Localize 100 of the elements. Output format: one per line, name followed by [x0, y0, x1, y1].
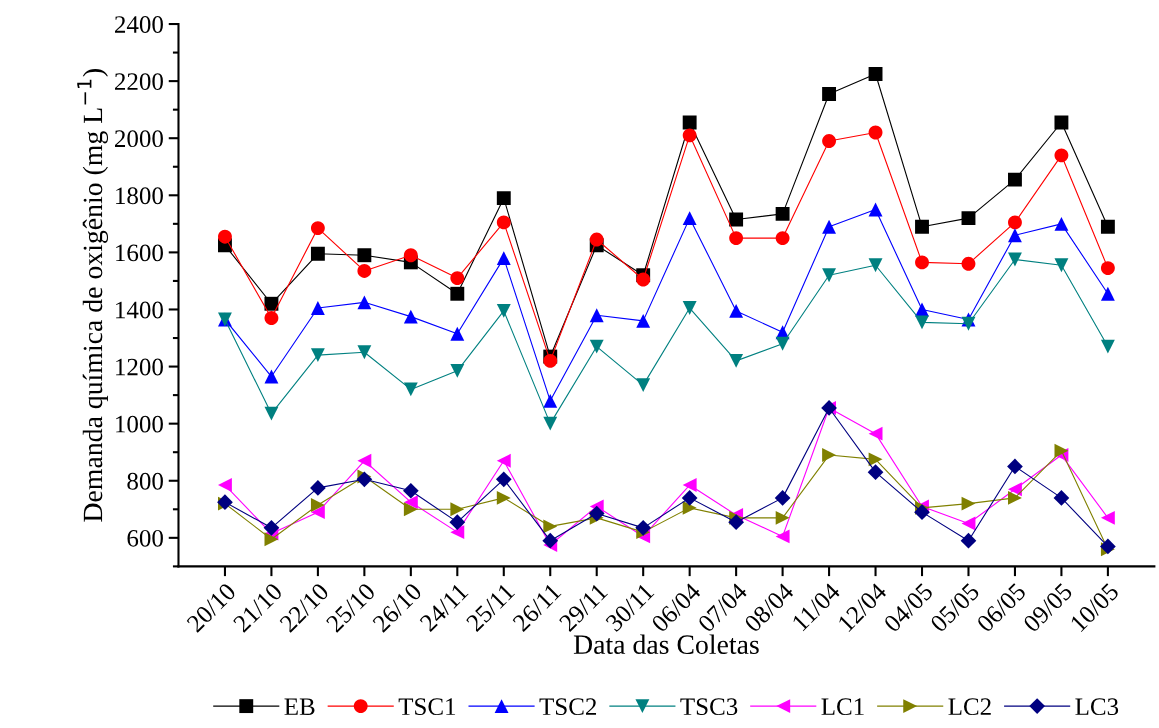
point	[1008, 482, 1022, 497]
point	[822, 219, 837, 234]
y-tick-label: 1800	[116, 187, 163, 205]
point	[822, 268, 837, 283]
point	[636, 272, 651, 287]
point	[961, 316, 976, 331]
point	[729, 353, 744, 368]
point	[218, 229, 232, 244]
point	[543, 353, 558, 368]
point	[915, 219, 929, 234]
y-tick-label: 2000	[115, 130, 163, 148]
point	[868, 202, 883, 217]
point	[960, 532, 977, 549]
point	[1100, 219, 1115, 234]
point	[357, 248, 372, 263]
point	[682, 115, 697, 130]
point	[449, 514, 466, 530]
point	[822, 134, 837, 148]
point	[775, 510, 790, 525]
point	[1053, 490, 1070, 506]
point	[775, 336, 790, 351]
point	[961, 496, 976, 511]
y-tick-label: 1200	[116, 358, 163, 376]
point	[542, 532, 559, 549]
y-tick-label: 1600	[116, 244, 163, 262]
point	[496, 303, 511, 318]
point	[961, 211, 976, 226]
point	[682, 211, 697, 226]
point	[915, 255, 929, 270]
point	[310, 246, 325, 261]
point	[403, 502, 418, 517]
legend-label: TSC3	[680, 698, 738, 716]
point	[682, 478, 697, 492]
point	[729, 303, 744, 318]
point	[1100, 339, 1115, 354]
point	[1100, 286, 1115, 301]
y-tick-label: 1000	[116, 415, 163, 433]
legend-label: LC2	[948, 698, 991, 716]
point	[775, 529, 790, 544]
point	[588, 505, 605, 522]
point	[357, 453, 372, 468]
point	[403, 495, 418, 510]
point	[822, 87, 837, 101]
point	[310, 301, 325, 315]
point	[1100, 261, 1115, 276]
point	[450, 363, 465, 378]
point	[867, 464, 884, 481]
point	[1007, 458, 1023, 475]
y-tick-label: 2400	[115, 16, 163, 33]
point	[868, 452, 883, 467]
point	[496, 215, 511, 230]
point	[403, 248, 418, 263]
point	[914, 504, 930, 521]
point	[543, 393, 558, 408]
x-axis-title: Data das Coletas	[573, 634, 759, 655]
point	[263, 519, 280, 536]
legend-label: LC3	[1075, 698, 1119, 716]
point	[822, 448, 837, 462]
point	[775, 231, 790, 246]
point	[589, 232, 604, 247]
point	[868, 125, 883, 140]
point	[357, 345, 372, 360]
point	[496, 490, 511, 505]
point	[264, 369, 279, 384]
point	[495, 471, 512, 488]
point	[729, 231, 744, 246]
point	[681, 490, 698, 506]
point	[264, 406, 279, 421]
point	[915, 315, 929, 330]
y-tick-label: 800	[127, 472, 163, 490]
point	[635, 519, 652, 536]
point	[1008, 215, 1022, 230]
y-tick-label: 2200	[115, 73, 163, 91]
point	[1100, 538, 1116, 555]
legend-label: LC1	[821, 698, 864, 716]
point	[357, 295, 372, 310]
point	[310, 505, 325, 520]
point	[636, 313, 651, 328]
point	[774, 490, 791, 506]
point	[496, 191, 511, 206]
point	[1054, 115, 1069, 130]
point	[310, 498, 325, 512]
point	[310, 480, 326, 496]
point	[450, 326, 465, 341]
point	[961, 256, 976, 271]
y-axis-title: Demanda química de oxigênio (mg L$^{−1}$)	[77, 69, 109, 522]
point	[728, 514, 744, 530]
point	[1008, 228, 1022, 243]
point	[682, 128, 697, 143]
point	[218, 478, 232, 492]
point	[403, 309, 418, 324]
point	[636, 378, 651, 393]
point	[775, 206, 790, 221]
point	[450, 502, 465, 517]
point	[1008, 252, 1022, 267]
point	[682, 301, 697, 315]
point	[1100, 510, 1115, 525]
point	[543, 416, 558, 431]
point	[868, 67, 883, 81]
y-tick-label: 600	[127, 529, 163, 547]
